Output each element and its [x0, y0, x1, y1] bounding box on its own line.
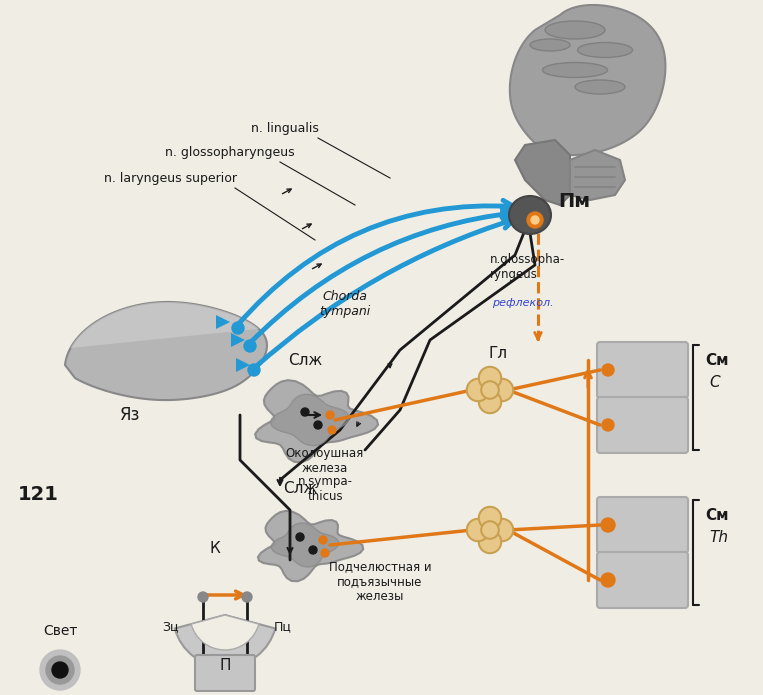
Circle shape: [479, 531, 501, 553]
Polygon shape: [271, 394, 349, 445]
Circle shape: [467, 518, 489, 541]
Polygon shape: [70, 302, 259, 348]
Text: Околоушная
железа: Околоушная железа: [286, 447, 364, 475]
Text: Свет: Свет: [43, 624, 77, 638]
FancyBboxPatch shape: [597, 342, 688, 398]
Circle shape: [491, 379, 513, 401]
Ellipse shape: [509, 196, 551, 234]
Circle shape: [602, 419, 614, 431]
Text: Слж: Слж: [288, 353, 322, 368]
Text: К: К: [210, 541, 221, 556]
Polygon shape: [272, 523, 339, 567]
Circle shape: [601, 518, 615, 532]
Text: Гл: Гл: [488, 346, 507, 361]
Circle shape: [328, 426, 336, 434]
Circle shape: [481, 381, 499, 399]
Text: Подчелюстная и
подъязычные
железы: Подчелюстная и подъязычные железы: [329, 560, 431, 603]
Text: Зц: Зц: [162, 620, 179, 633]
Text: Яз: Яз: [120, 406, 140, 424]
FancyBboxPatch shape: [597, 497, 688, 553]
Polygon shape: [255, 380, 378, 462]
Circle shape: [326, 411, 334, 419]
Circle shape: [301, 408, 309, 416]
Ellipse shape: [542, 63, 607, 78]
Circle shape: [467, 379, 489, 401]
Text: n.sympa-
thicus: n.sympa- thicus: [298, 475, 353, 503]
Text: n. laryngeus superior: n. laryngeus superior: [104, 172, 237, 185]
Circle shape: [46, 656, 74, 684]
Polygon shape: [510, 5, 665, 155]
Text: Пм: Пм: [558, 192, 590, 211]
Text: n. lingualis: n. lingualis: [251, 122, 319, 135]
Text: n.glossopha-
ryngeus: n.glossopha- ryngeus: [490, 253, 565, 281]
Text: См: См: [705, 353, 729, 368]
Circle shape: [52, 662, 68, 678]
Circle shape: [602, 364, 614, 376]
Circle shape: [601, 573, 615, 587]
Text: Пц: Пц: [274, 620, 292, 633]
Ellipse shape: [575, 80, 625, 94]
Circle shape: [319, 536, 327, 544]
Text: П: П: [219, 658, 230, 673]
FancyBboxPatch shape: [597, 397, 688, 453]
Text: Слж: Слж: [283, 481, 317, 496]
Polygon shape: [236, 358, 250, 372]
Circle shape: [321, 549, 329, 557]
Polygon shape: [216, 315, 230, 329]
Circle shape: [314, 421, 322, 429]
Circle shape: [248, 364, 260, 376]
FancyBboxPatch shape: [195, 655, 255, 691]
Circle shape: [232, 322, 244, 334]
Circle shape: [531, 216, 539, 224]
Text: n. glossopharyngeus: n. glossopharyngeus: [165, 146, 295, 159]
Circle shape: [491, 518, 513, 541]
Polygon shape: [258, 511, 363, 581]
Ellipse shape: [578, 42, 633, 58]
Text: рефлекол.: рефлекол.: [492, 298, 554, 308]
FancyBboxPatch shape: [597, 552, 688, 608]
Polygon shape: [570, 150, 625, 200]
Circle shape: [481, 521, 499, 539]
Circle shape: [479, 507, 501, 529]
Circle shape: [309, 546, 317, 554]
Text: Th: Th: [709, 530, 728, 545]
Circle shape: [479, 367, 501, 389]
Circle shape: [527, 212, 543, 228]
Polygon shape: [231, 333, 245, 347]
Wedge shape: [175, 615, 275, 667]
Circle shape: [198, 592, 208, 602]
Ellipse shape: [545, 21, 605, 39]
Circle shape: [296, 533, 304, 541]
Wedge shape: [192, 615, 259, 650]
Polygon shape: [515, 140, 570, 205]
Text: 121: 121: [18, 485, 59, 504]
Circle shape: [244, 340, 256, 352]
Circle shape: [40, 650, 80, 690]
Text: Chorda
tympani: Chorda tympani: [320, 290, 371, 318]
Circle shape: [479, 391, 501, 414]
Text: C: C: [709, 375, 720, 390]
Text: См: См: [705, 508, 729, 523]
Circle shape: [242, 592, 252, 602]
Polygon shape: [65, 302, 267, 400]
Ellipse shape: [530, 39, 570, 51]
